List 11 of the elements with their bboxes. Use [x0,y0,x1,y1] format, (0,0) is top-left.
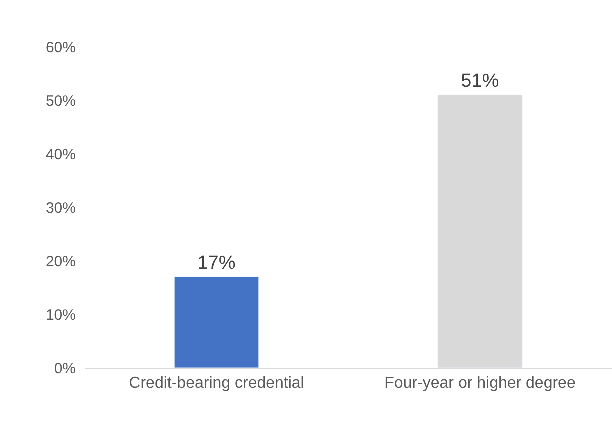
y-tick-label: 20% [46,253,76,270]
y-tick-label: 30% [46,200,76,217]
y-tick-label: 60% [46,39,76,56]
y-tick-label: 0% [54,360,76,378]
x-tick-label: Credit-bearing credential [129,375,304,392]
y-tick-label: 40% [46,146,76,164]
y-tick-label: 50% [46,92,76,110]
data-label: 51% [461,71,500,92]
data-label: 17% [198,253,236,274]
y-tick-label: 10% [46,306,76,324]
x-tick-label: Four-year or higher degree [384,375,576,392]
